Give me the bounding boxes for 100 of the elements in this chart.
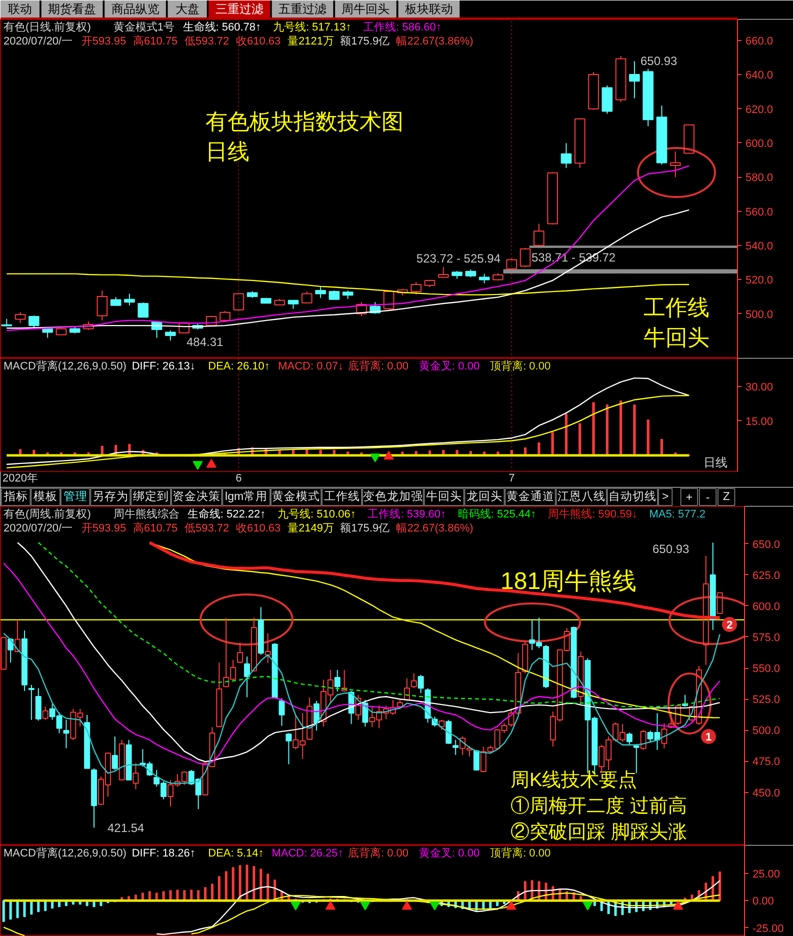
chart-title: 有色(日线.前复权): [4, 20, 91, 34]
y-tick-label: 25.00: [752, 868, 780, 880]
text: 顶背离: 0.00: [490, 846, 551, 860]
y-tick-label: 575.0: [752, 632, 780, 644]
legend-label: 底背离: 0.00: [348, 360, 409, 372]
y-tick-label: 15.00: [746, 416, 774, 428]
annotation: 650.93: [640, 54, 678, 68]
annotation: 2020/07/20/一: [4, 36, 73, 48]
text: 工作线: 539.60↑: [368, 508, 446, 520]
annotation: 工作线: [644, 295, 710, 320]
y-tick-label: 650.0: [752, 538, 780, 551]
chart-title: MACD背离(12,26,9,0.50): [4, 846, 126, 860]
y-tick-label: -25.00: [752, 922, 784, 935]
x-tick-label: 6: [236, 472, 242, 484]
text: 三重过滤: [215, 2, 264, 16]
annotation: 421.54: [108, 821, 145, 835]
text: Z: [722, 491, 730, 503]
text: lgm常用: [225, 490, 268, 503]
y-tick-label: 30.00: [746, 382, 774, 394]
text: 资金决策: [172, 490, 221, 503]
text: 指标: [2, 490, 28, 503]
y-tick-label: 450.0: [752, 787, 780, 800]
text: 联动: [8, 2, 32, 16]
text: DIFF: 18.26↑: [132, 848, 196, 860]
y-tick-label: 600.0: [752, 600, 780, 613]
annotation: 额175.9亿: [340, 34, 390, 48]
x-tick-label: 2020年: [2, 472, 38, 484]
text: 顶背离: 0.00: [490, 360, 551, 372]
text: 工作线: 586.60↑: [363, 20, 442, 34]
text: 牛回头: [426, 490, 462, 503]
annotation: 幅22.67(3.86%): [396, 36, 474, 48]
legend-label: 黄金叉: 0.00: [419, 846, 480, 860]
legend-label: 黄金叉: 0.00: [419, 360, 480, 372]
series-label: MACD: 26.25↑: [272, 848, 344, 860]
annotation: 周K线技术要点: [510, 770, 638, 791]
chart-title: MACD背离(12,26,9,0.50): [4, 360, 126, 372]
text: 模板: [34, 490, 58, 503]
y-tick-label: 580.0: [746, 172, 774, 184]
y-tick-label: 475.0: [752, 756, 780, 768]
text: DIFF: 26.13↓: [132, 360, 196, 372]
text: DEA: 26.10↑: [208, 360, 270, 372]
text: +: [686, 492, 693, 504]
text: DEA: 5.14↑: [208, 848, 264, 860]
text: 另存为: [92, 490, 128, 503]
text: 管理: [63, 490, 88, 503]
y-tick-label: 620.0: [746, 104, 774, 116]
annotation: 高610.75: [132, 34, 178, 48]
text: 九号线: 517.13↑: [272, 20, 352, 34]
annotation: 量2121万: [288, 36, 334, 48]
y-tick-label: 525.0: [752, 694, 780, 706]
annotation: ②突破回踩 脚踩头涨: [510, 821, 687, 843]
annotation: 幅22.67(3.86%): [396, 522, 474, 534]
annotation: 开593.95: [81, 36, 126, 48]
chart-subtitle: 黄金模式1号: [113, 20, 175, 34]
text: 九号线: 510.06↑: [278, 508, 356, 520]
annotation: 低593.72: [184, 36, 230, 48]
text: -: [706, 492, 710, 504]
text: 暗码线: 525.44↑: [458, 508, 536, 520]
text: 绑定到: [132, 489, 169, 503]
chart-title: 有色(周线.前复权): [4, 508, 91, 520]
y-tick-label: 0.00: [752, 896, 774, 908]
annotation: 有色板块指数技术图: [206, 109, 404, 134]
text: 五重过滤: [278, 2, 327, 16]
text: >: [662, 491, 669, 503]
annotation: 牛回头: [644, 325, 710, 350]
annotation: 2020/07/20/一: [4, 522, 73, 534]
y-tick-label: 540.0: [746, 240, 774, 252]
text: 板块联动: [404, 2, 453, 16]
text: 工作线: [324, 490, 360, 503]
y-tick-label: 550.0: [752, 663, 780, 676]
text: 日线: [704, 456, 728, 470]
text: 黄金通道: [506, 490, 554, 503]
annotation: 高610.75: [132, 522, 178, 534]
text: 变色龙加强: [362, 489, 423, 503]
annotation: 1: [705, 732, 712, 744]
annotation: 650.93: [652, 542, 690, 556]
annotation: ①周梅开二度 过前高: [510, 795, 687, 817]
annotation: 收610.63: [236, 522, 281, 534]
text: MA5: 577.2: [649, 508, 706, 520]
annotation: 181周牛熊线: [500, 568, 637, 595]
annotation: 日线: [206, 139, 250, 164]
annotation: 低593.72: [184, 522, 230, 534]
legend-label: 底背离: 0.00: [348, 846, 409, 860]
chart-subtitle: 周牛熊线综合: [113, 508, 180, 520]
text: MACD: 0.07↓: [278, 360, 344, 372]
x-tick-label: 7: [508, 472, 515, 484]
y-tick-label: 625.0: [752, 570, 780, 582]
y-tick-label: 600.0: [746, 138, 774, 150]
annotation: 额175.9亿: [340, 522, 390, 534]
text: 生命线: 522.22↑: [187, 508, 266, 520]
y-tick-label: 560.0: [746, 206, 774, 218]
y-tick-label: 500.0: [746, 308, 774, 321]
band-label: 523.72 - 525.94: [416, 252, 501, 266]
y-tick-label: 520.0: [746, 274, 774, 287]
text: 生命线: 560.78↑: [182, 20, 262, 34]
annotation: 收610.63: [236, 36, 281, 48]
text: 江恩八线: [557, 490, 606, 503]
annotation: 484.31: [186, 335, 224, 349]
text: 黄金模式: [272, 490, 320, 503]
annotation: 量2149万: [288, 522, 334, 534]
